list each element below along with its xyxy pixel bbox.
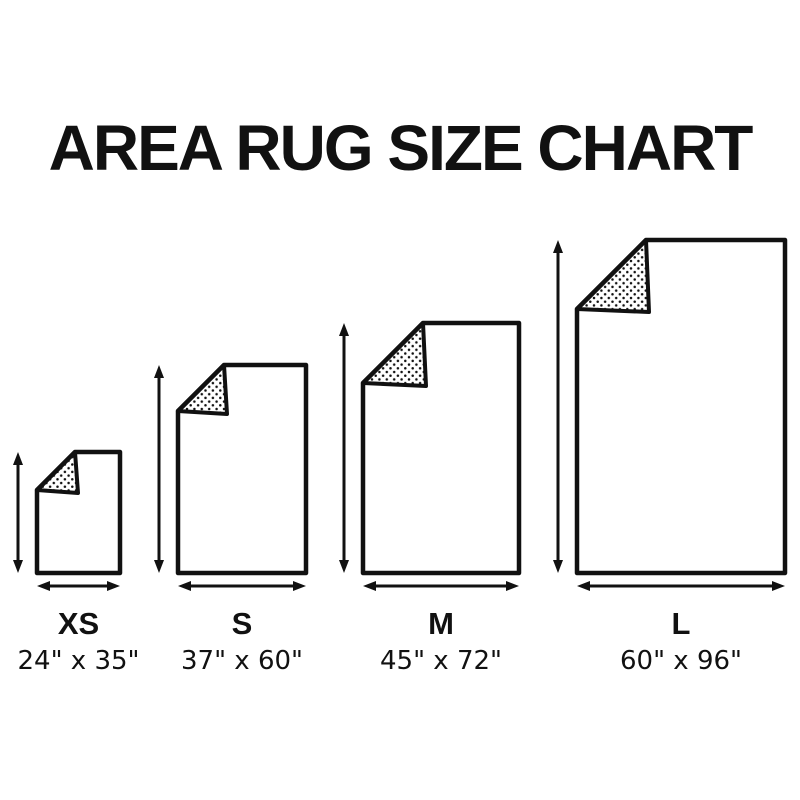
height-arrow — [553, 240, 563, 573]
height-arrow — [339, 323, 349, 573]
height-arrow — [13, 452, 23, 573]
size-letter-l: L — [671, 606, 691, 641]
rug-m — [339, 320, 522, 591]
width-arrow — [37, 581, 120, 591]
rug-folded-corner — [575, 238, 651, 314]
size-dimensions-m: 45" x 72" — [379, 646, 503, 676]
size-letter-xs: XS — [57, 606, 100, 641]
rug-folded-corner — [35, 450, 80, 495]
rug-folded-corner — [176, 363, 229, 416]
rug-folded-corner — [361, 321, 428, 388]
size-dimensions-l: 60" x 96" — [619, 646, 743, 676]
height-arrow — [154, 365, 164, 573]
rug-l — [553, 237, 788, 591]
width-arrow — [178, 581, 306, 591]
width-arrow — [577, 581, 785, 591]
rug-s — [154, 362, 309, 591]
chart-title: AREA RUG SIZE CHART — [48, 112, 754, 184]
size-dimensions-xs: 24" x 35" — [17, 646, 140, 676]
width-arrow — [363, 581, 519, 591]
size-dimensions-s: 37" x 60" — [180, 646, 304, 676]
size-letter-s: S — [231, 606, 253, 641]
size-letter-m: M — [428, 606, 454, 641]
rug-outline — [34, 449, 123, 576]
rug-figures — [13, 237, 788, 591]
rug-xs — [13, 449, 123, 591]
